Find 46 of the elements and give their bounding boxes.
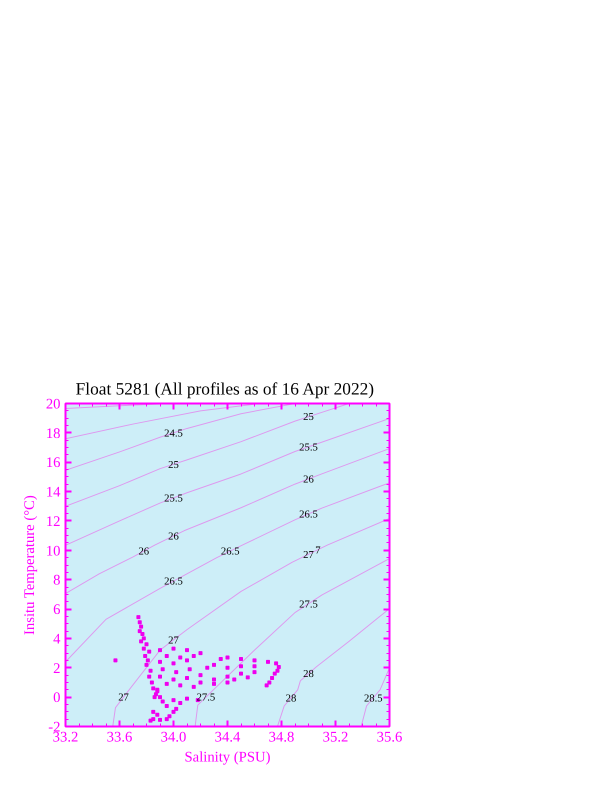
line-series	[276, 608, 390, 726]
y-tick-label: 18	[46, 426, 60, 442]
y-tick-label: 12	[46, 514, 60, 530]
annotation: 25	[303, 412, 314, 424]
annotation: 24.5	[164, 428, 183, 440]
x-axis-title: Salinity (PSU)	[184, 750, 271, 766]
annotation: 27	[303, 550, 314, 561]
annotation: 26	[168, 531, 180, 542]
line-series	[66, 404, 350, 507]
annotation: 25.5	[164, 493, 183, 504]
annotation: 28	[286, 693, 296, 704]
y-tick-label: 16	[46, 455, 60, 472]
annotation: 26.5	[164, 576, 183, 588]
y-tick-label: 14	[46, 484, 62, 501]
x-tick-label: 35.2	[322, 730, 348, 746]
annotation: 25.5	[299, 442, 318, 454]
annotation: 27.5	[196, 692, 216, 704]
line-series	[360, 667, 390, 726]
y-tick-label: 8	[53, 572, 60, 589]
annotation: 26	[138, 546, 150, 558]
y-tick-label: 20	[46, 396, 60, 412]
chart-title: Float 5281 (All profiles as of 16 Apr 2022)	[76, 380, 374, 398]
annotation: 27	[168, 635, 180, 646]
annotation: 28.5	[364, 693, 383, 704]
y-tick-label: 4	[53, 631, 62, 648]
y-tick-label: 10	[46, 543, 60, 560]
annotation: 26.5	[299, 509, 318, 520]
x-tick-label: 34.8	[268, 730, 294, 746]
y-axis-title: Insitu Temperature (°C)	[22, 495, 38, 635]
annotation: 27.5	[299, 599, 318, 610]
line-series	[66, 482, 390, 662]
annotation: 26.5	[220, 546, 240, 558]
line-series	[112, 518, 390, 726]
y-tick-label: 6	[53, 602, 60, 618]
y-tick-label: 2	[53, 660, 60, 677]
x-tick-label: 33.6	[106, 730, 132, 746]
x-tick-label: 34.4	[214, 730, 241, 746]
x-tick-label: 34.0	[160, 730, 186, 746]
annotation: 25	[168, 460, 179, 471]
annotation: 26	[303, 474, 314, 486]
x-tick-label: 35.6	[376, 730, 402, 746]
line-series	[194, 558, 390, 726]
annotation: 28	[303, 669, 314, 680]
annotation: 7	[315, 545, 322, 556]
annotation: 27	[118, 692, 130, 704]
y-tick-label: 0	[53, 690, 60, 706]
